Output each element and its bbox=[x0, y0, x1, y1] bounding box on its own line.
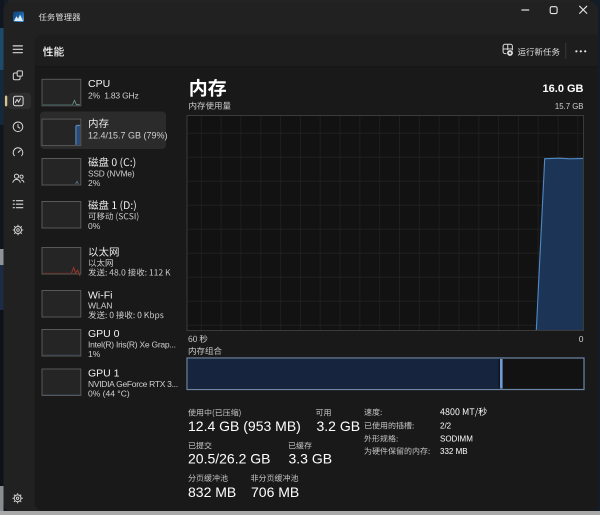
svg-text:332 MB: 332 MB bbox=[440, 447, 468, 456]
svg-text:SSD (NVMe): SSD (NVMe) bbox=[88, 168, 135, 178]
svg-text:12.4/15.7 GB (79%): 12.4/15.7 GB (79%) bbox=[88, 131, 168, 141]
svg-text:832 MB: 832 MB bbox=[188, 484, 236, 500]
svg-text:706 MB: 706 MB bbox=[251, 484, 299, 500]
svg-text:GPU 0: GPU 0 bbox=[88, 328, 120, 340]
svg-text:3.2 GB: 3.2 GB bbox=[317, 418, 361, 434]
svg-text:SODIMM: SODIMM bbox=[440, 435, 473, 444]
svg-text:CPU: CPU bbox=[88, 78, 110, 90]
svg-text:1%: 1% bbox=[88, 349, 101, 359]
svg-text:20.5/26.2 GB: 20.5/26.2 GB bbox=[188, 451, 271, 467]
svg-text:2/2: 2/2 bbox=[440, 422, 452, 431]
svg-text:15.7 GB: 15.7 GB bbox=[555, 102, 584, 111]
svg-text:12.4 GB (953 MB): 12.4 GB (953 MB) bbox=[188, 418, 301, 434]
svg-text:2%: 2% bbox=[88, 178, 101, 188]
svg-text:0%: 0% bbox=[88, 221, 101, 231]
svg-text:0: 0 bbox=[579, 334, 584, 344]
svg-text:16.0 GB: 16.0 GB bbox=[543, 83, 584, 95]
svg-text:0% (44 °C): 0% (44 °C) bbox=[88, 388, 130, 398]
svg-text:3.3 GB: 3.3 GB bbox=[289, 451, 333, 467]
svg-text:WLAN: WLAN bbox=[88, 301, 113, 311]
svg-text:2% 1.83 GHz: 2% 1.83 GHz bbox=[88, 90, 139, 100]
svg-text:Intel(R) Iris(R) Xe Grap...: Intel(R) Iris(R) Xe Grap... bbox=[88, 339, 176, 349]
svg-text:NVIDIA GeForce RTX 3...: NVIDIA GeForce RTX 3... bbox=[88, 379, 178, 389]
svg-text:Wi-Fi: Wi-Fi bbox=[88, 289, 113, 301]
svg-text:GPU 1: GPU 1 bbox=[88, 368, 120, 380]
